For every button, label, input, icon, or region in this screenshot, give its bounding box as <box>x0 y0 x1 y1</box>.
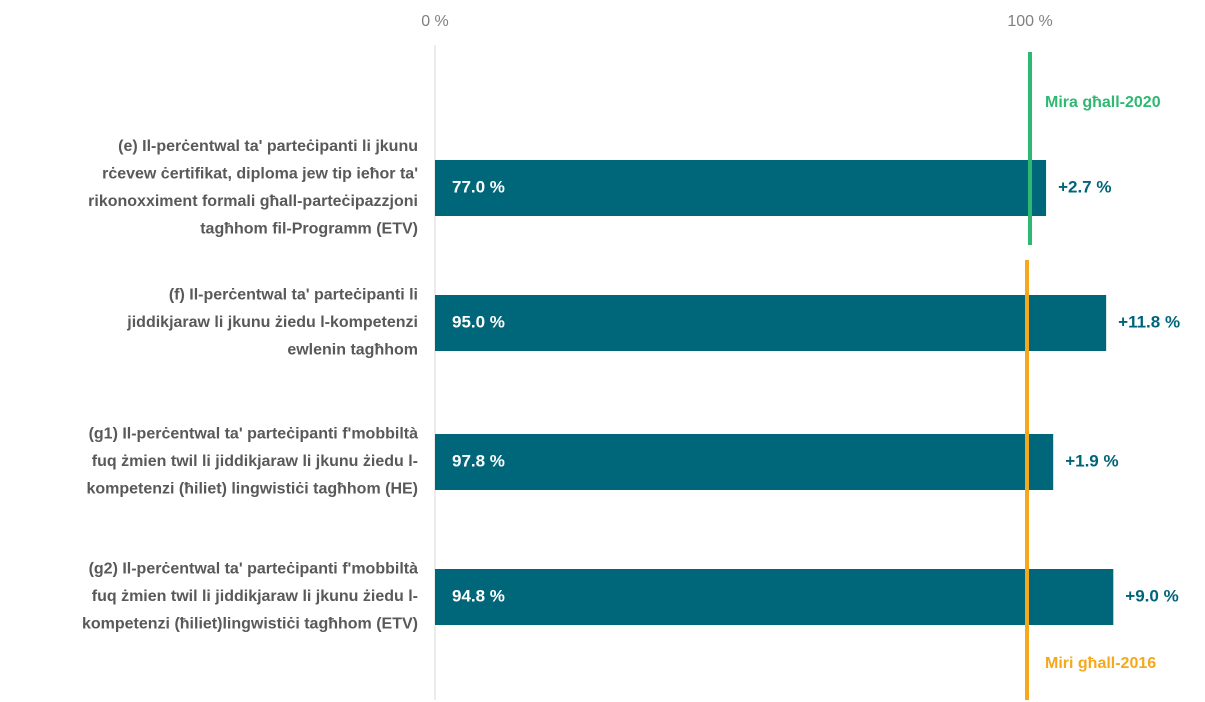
bar <box>435 569 1114 625</box>
category-label: rikonoxximent formali għall-parteċipazzj… <box>88 193 418 210</box>
category-label: (g1) Il-perċentwal ta' parteċipanti f'mo… <box>89 426 419 443</box>
category-label: kompetenzi (ħiliet)lingwistiċi tagħhom (… <box>82 616 418 633</box>
bar-label: 95.0 % <box>452 312 505 331</box>
change-label: +2.7 % <box>1058 177 1111 196</box>
category-label: ewlenin tagħhom <box>287 342 418 359</box>
bar-label: 77.0 % <box>452 177 505 196</box>
change-label: +11.8 % <box>1118 312 1180 331</box>
bar <box>435 295 1107 351</box>
category-label: (e) Il-perċentwal ta' parteċipanti li jk… <box>118 138 418 155</box>
bar-label: 94.8 % <box>452 586 505 605</box>
x-tick-label: 0 % <box>421 13 449 30</box>
category-label: kompetenzi (ħiliet) lingwistiċi tagħhom … <box>86 481 418 498</box>
change-label: +9.0 % <box>1125 586 1178 605</box>
bar-label: 97.8 % <box>452 451 505 470</box>
reference-label: Miri għall-2016 <box>1045 655 1156 672</box>
category-label: tagħhom fil-Programm (ETV) <box>200 220 418 237</box>
reference-label: Mira għall-2020 <box>1045 94 1161 111</box>
category-label: fuq żmien twil li jiddikjaraw li jkunu ż… <box>92 588 418 605</box>
x-tick-label: 100 % <box>1007 13 1052 30</box>
category-label: (g2) Il-perċentwal ta' parteċipanti f'mo… <box>89 561 419 578</box>
category-label: (f) Il-perċentwal ta' parteċipanti li <box>169 287 418 304</box>
category-label: rċevew ċertifikat, diploma jew tip ieħor… <box>102 165 418 182</box>
change-label: +1.9 % <box>1065 451 1118 470</box>
bar <box>435 160 1047 216</box>
bar <box>435 434 1054 490</box>
category-label: fuq żmien twil li jiddikjaraw li jkunu ż… <box>92 453 418 470</box>
category-label: jiddikjaraw li jkunu żiedu l-kompetenzi <box>126 314 418 331</box>
